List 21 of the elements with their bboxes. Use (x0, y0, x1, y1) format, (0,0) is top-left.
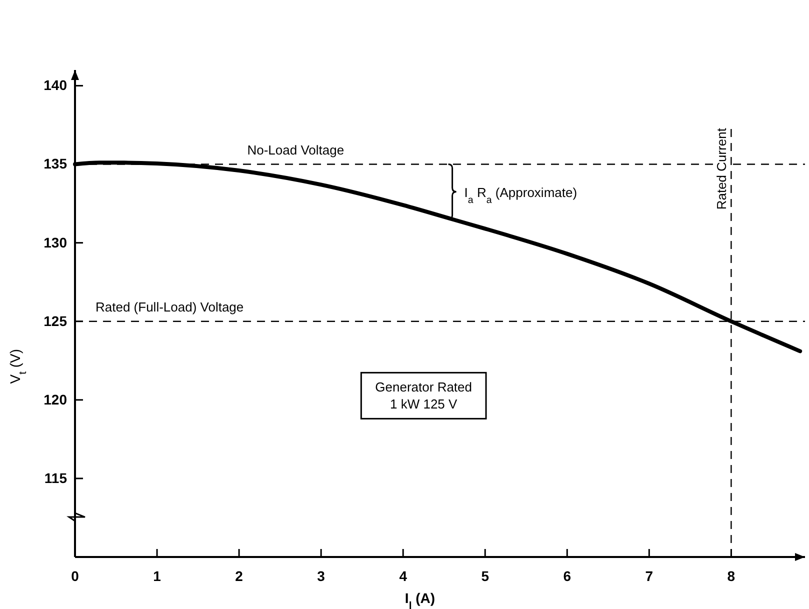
annotation: I$_{a}$ R$_{a}$ (Approximate) (464, 184, 578, 206)
x-tick-label: 8 (727, 568, 736, 584)
ref-line-label: Rated (Full-Load) Voltage (96, 299, 244, 314)
y-tick-label: 115 (44, 470, 68, 486)
y-tick-label: 120 (44, 391, 68, 408)
x-tick-label: 1 (153, 568, 162, 584)
x-tick-label: 6 (563, 568, 572, 584)
x-tick-label: 7 (645, 568, 654, 584)
ref-line-label: Rated Current (714, 128, 730, 210)
x-tick-label: 4 (399, 568, 408, 584)
ref-line-label: No-Load Voltage (247, 142, 344, 158)
x-tick-label: 3 (317, 568, 326, 584)
x-axis-title: I$_{l}$ (A) (404, 590, 436, 609)
x-tick-label: 0 (71, 568, 80, 584)
y-tick-label: 135 (44, 156, 68, 172)
y-tick-label: 125 (44, 312, 68, 329)
annotation: Generator Rated 1 kW 125 V (375, 380, 472, 412)
y-tick-label: 140 (44, 77, 68, 94)
x-tick-label: 2 (235, 568, 244, 584)
y-tick-label: 130 (44, 234, 68, 250)
x-tick-label: 5 (481, 568, 490, 584)
